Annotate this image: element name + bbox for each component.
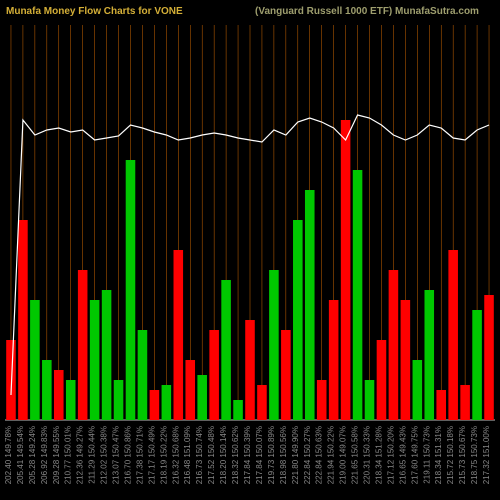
bar (30, 300, 40, 420)
x-axis-label: 221.80 149.90% (291, 426, 300, 484)
x-axis-label: 211.29 150.44% (88, 426, 97, 484)
bar (185, 360, 195, 420)
x-axis-label: 216.32 150.68% (171, 426, 180, 484)
bar (353, 170, 363, 420)
bar (221, 280, 231, 420)
x-axis-label: 219.00 149.07% (339, 426, 348, 484)
x-axis-label: 202.40 149.78% (4, 426, 13, 484)
bar (102, 290, 112, 420)
chart-svg: 202.40 149.78%205.41 149.54%205.28 149.2… (0, 0, 500, 500)
bar (281, 330, 291, 420)
x-axis-label: 217.17 150.49% (147, 426, 156, 484)
bar (329, 300, 339, 420)
bar (413, 360, 423, 420)
bar (174, 250, 184, 420)
x-axis-label: 206.92 149.83% (40, 426, 49, 484)
bar (78, 270, 88, 420)
bar (66, 380, 76, 420)
title-left: Munafa Money Flow Charts for VONE (6, 6, 183, 17)
x-axis-label: 218.32 150.62% (231, 426, 240, 484)
bar (90, 300, 100, 420)
bar (460, 385, 470, 420)
bar (424, 290, 434, 420)
x-axis-label: 215.72 150.18% (446, 426, 455, 484)
x-axis-label: 218.34 151.31% (434, 426, 443, 484)
bar (448, 250, 458, 420)
bar (126, 160, 136, 420)
x-axis-label: 217.84 150.07% (255, 426, 264, 484)
x-axis-label: 218.19 150.22% (159, 426, 168, 484)
x-axis-label: 210.77 150.01% (64, 426, 73, 484)
x-axis-label: 219.73 150.89% (267, 426, 276, 484)
x-axis-label: 216.73 150.74% (195, 426, 204, 484)
bar (42, 360, 52, 420)
x-axis-label: 216.70 150.86% (123, 426, 132, 484)
bar (233, 400, 243, 420)
x-axis-label: 221.65 150.58% (351, 426, 360, 484)
x-axis-label: 218.34 151.28% (374, 426, 383, 484)
x-axis-label: 209.28 149.55% (52, 426, 61, 484)
bar (389, 270, 399, 420)
x-axis-label: 216.48 151.09% (183, 426, 192, 484)
bar (484, 295, 494, 420)
money-flow-chart: Munafa Money Flow Charts for VONE (Vangu… (0, 0, 500, 500)
x-axis-label: 217.32 151.00% (482, 426, 491, 484)
x-axis-label: 220.31 150.33% (363, 426, 372, 484)
x-axis-label: 222.84 150.27% (303, 426, 312, 484)
bar (18, 220, 28, 420)
bar (341, 120, 351, 420)
x-axis-label: 217.12 150.20% (386, 426, 395, 484)
bar (305, 190, 315, 420)
x-axis-label: 205.41 149.54% (16, 426, 25, 484)
bar (209, 330, 219, 420)
bar (269, 270, 279, 420)
x-axis-label: 221.94 150.22% (327, 426, 336, 484)
bar (54, 370, 64, 420)
x-axis-label: 218.20 150.14% (219, 426, 228, 484)
x-axis-label: 213.07 150.47% (112, 426, 121, 484)
bar (257, 385, 267, 420)
bar (401, 300, 411, 420)
bar (114, 380, 124, 420)
bar (293, 220, 303, 420)
x-axis-label: 217.60 149.75% (410, 426, 419, 484)
bar (472, 310, 482, 420)
bar (6, 340, 16, 420)
bar (436, 390, 446, 420)
x-axis-label: 215.73 150.67% (458, 426, 467, 484)
bar (377, 340, 387, 420)
x-axis-label: 222.84 150.63% (315, 426, 324, 484)
bar (245, 320, 255, 420)
x-axis-label: 218.75 150.73% (470, 426, 479, 484)
x-axis-label: 205.28 149.24% (28, 426, 37, 484)
bar (150, 390, 160, 420)
bar (365, 380, 375, 420)
x-axis-label: 216.65 149.43% (398, 426, 407, 484)
x-axis-label: 218.98 150.56% (279, 426, 288, 484)
bar (317, 380, 327, 420)
x-axis-label: 217.38 150.71% (135, 426, 144, 484)
x-axis-label: 219.11 150.73% (422, 426, 431, 484)
bar (197, 375, 207, 420)
bar (162, 385, 172, 420)
x-axis-label: 212.36 149.27% (76, 426, 85, 484)
x-axis-label: 217.84 150.39% (243, 426, 252, 484)
title-right: (Vanguard Russell 1000 ETF) MunafaSutra.… (255, 6, 479, 17)
x-axis-label: 217.52 150.48% (207, 426, 216, 484)
x-axis-label: 212.02 150.38% (100, 426, 109, 484)
bar (138, 330, 148, 420)
